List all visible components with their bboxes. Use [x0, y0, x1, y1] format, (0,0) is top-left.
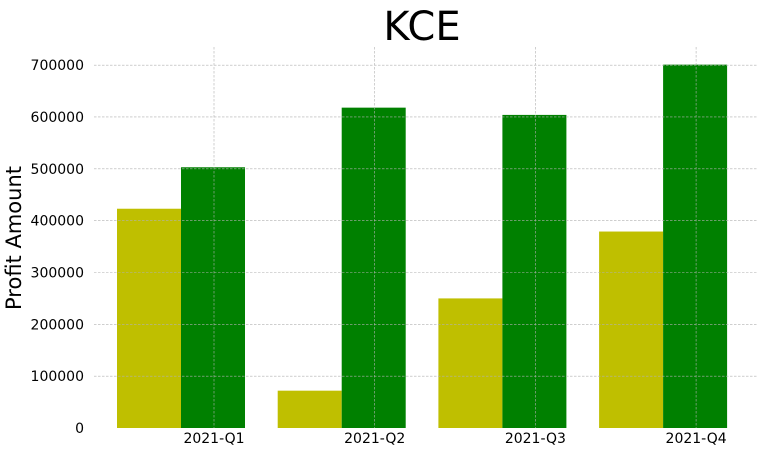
bar-2021-Q2-series-1 [277, 390, 342, 428]
y-tick-label: 300000 [31, 265, 84, 281]
y-tick-label: 600000 [31, 110, 84, 126]
bar-2021-Q3-series-1 [438, 298, 503, 428]
y-tick-label: 100000 [31, 369, 84, 385]
x-tick-label: 2021-Q4 [666, 431, 727, 447]
bar-2021-Q1-series-2 [181, 167, 245, 428]
y-tick-label: 0 [75, 421, 84, 437]
chart-title: KCE [383, 4, 460, 50]
y-tick-labels: 0 100000 200000 300000 400000 500000 600000 700… [31, 58, 84, 437]
x-tick-label: 2021-Q1 [183, 431, 244, 447]
grid-layer [94, 47, 758, 428]
bar-2021-Q4-series-2 [663, 64, 728, 429]
y-tick-label: 200000 [31, 317, 84, 333]
y-tick-label: 500000 [31, 162, 84, 178]
y-tick-label: 700000 [31, 58, 84, 74]
y-axis-label: Profit Amount [2, 166, 26, 310]
bar-2021-Q1-series-1 [117, 208, 181, 428]
bar-2021-Q3-series-2 [502, 114, 567, 428]
x-tick-labels: 2021-Q1 2021-Q2 2021-Q3 2021-Q4 [183, 431, 726, 447]
x-tick-label: 2021-Q2 [344, 431, 405, 447]
bars-layer [117, 64, 728, 429]
bar-2021-Q4-series-1 [599, 231, 664, 428]
x-tick-label: 2021-Q3 [505, 431, 566, 447]
y-tick-label: 400000 [31, 214, 84, 230]
bar-2021-Q2-series-2 [341, 107, 406, 428]
